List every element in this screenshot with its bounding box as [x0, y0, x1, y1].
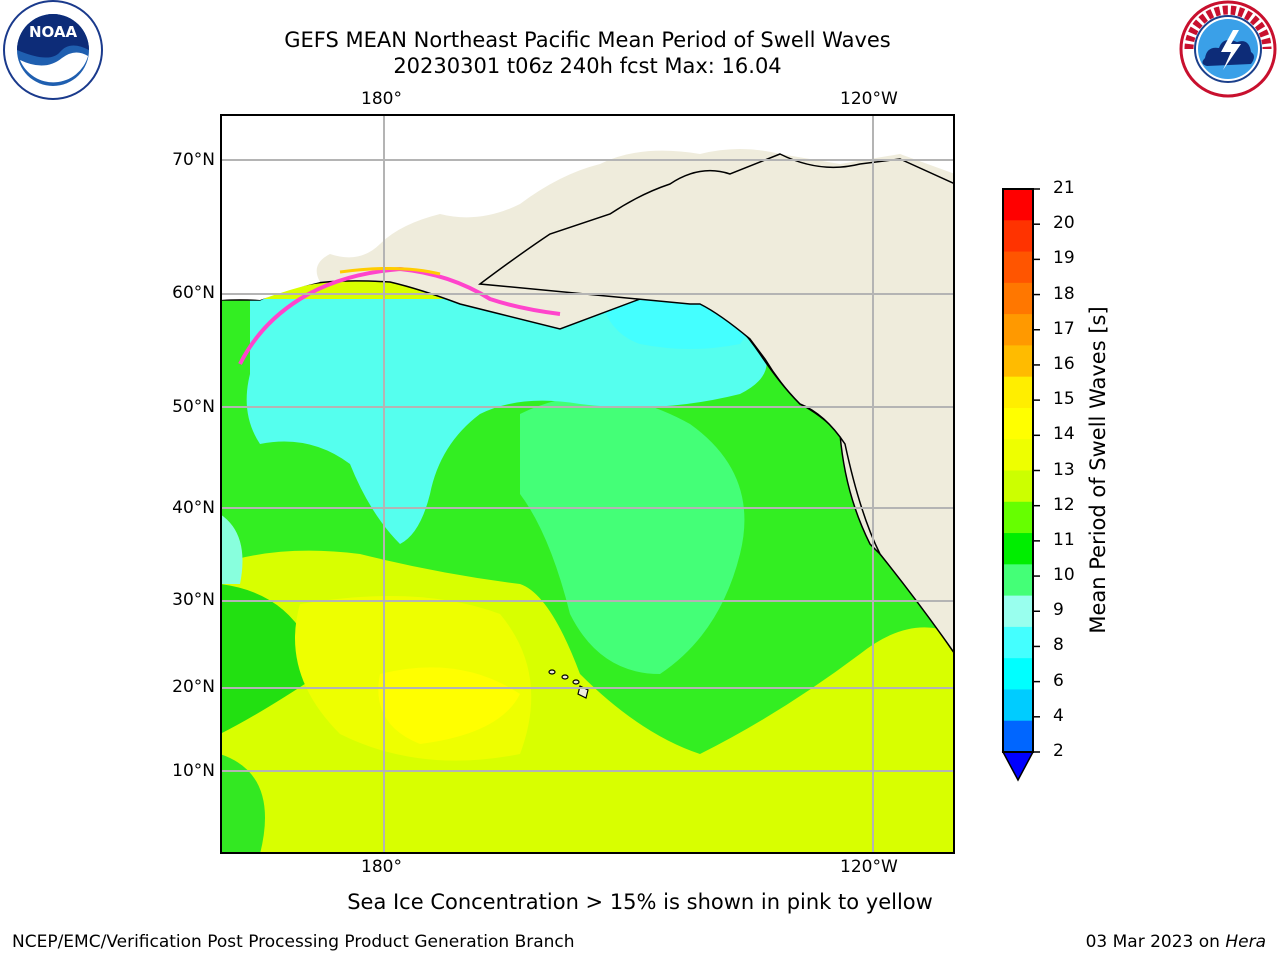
colorbar	[1001, 188, 1040, 782]
lon-label-bottom-120w: 120°W	[840, 857, 898, 877]
colorbar-tick-label: 4	[1053, 705, 1064, 726]
colorbar-swatch	[1003, 689, 1033, 722]
lon-label-top-180: 180°	[361, 89, 402, 109]
lightgreen-swell-zone	[520, 396, 745, 674]
colorbar-swatch	[1003, 658, 1033, 690]
colorbar-tick-label: 11	[1053, 529, 1075, 550]
colorbar-swatch	[1003, 220, 1033, 253]
colorbar-tick-label: 14	[1053, 424, 1075, 445]
footer-credit: NCEP/EMC/Verification Post Processing Pr…	[12, 932, 575, 952]
map-subtitle: 20230301 t06z 240h fcst Max: 16.04	[393, 54, 782, 78]
footer-date: 03 Mar 2023 on Hera	[1086, 932, 1266, 952]
footer-machine: Hera	[1225, 932, 1266, 952]
map-frame	[220, 114, 955, 854]
footer-date-text: 03 Mar 2023 on	[1085, 932, 1226, 952]
cyan-swell-zone	[246, 299, 767, 544]
lat-label-40n: 40°N	[172, 498, 215, 518]
nws-logo	[1179, 0, 1277, 98]
noaa-logo: NOAA	[3, 0, 103, 100]
noaa-logo-text: NOAA	[29, 23, 78, 41]
colorbar-tick-label: 16	[1053, 353, 1075, 374]
lat-label-70n: 70°N	[172, 150, 215, 170]
colorbar-tick-label: 12	[1053, 494, 1075, 515]
lat-label-30n: 30°N	[172, 590, 215, 610]
sea-ice-note: Sea Ice Concentration > 15% is shown in …	[347, 890, 933, 914]
colorbar-tick-label: 10	[1053, 565, 1075, 586]
colorbar-tick-label: 8	[1053, 635, 1064, 656]
graticule	[220, 114, 955, 854]
lon-label-bottom-180: 180°	[361, 857, 402, 877]
map-title: GEFS MEAN Northeast Pacific Mean Period …	[284, 28, 891, 52]
colorbar-tick-label: 15	[1053, 389, 1075, 410]
colorbar-tick-label: 9	[1053, 600, 1064, 621]
colorbar-tick-label: 21	[1053, 178, 1075, 198]
colorbar-swatch	[1003, 251, 1033, 284]
colorbar-tick-label: 6	[1053, 670, 1064, 691]
colorbar-tick-label: 17	[1053, 318, 1075, 339]
colorbar-swatch	[1003, 720, 1033, 753]
colorbar-swatch	[1003, 282, 1033, 315]
colorbar-swatch	[1003, 626, 1033, 659]
colorbar-tick-label: 19	[1053, 248, 1075, 269]
lon-label-top-120w: 120°W	[840, 89, 898, 109]
colorbar-swatch	[1003, 376, 1033, 409]
colorbar-tick-label: 13	[1053, 459, 1075, 480]
colorbar-label: Mean Period of Swell Waves [s]	[1086, 306, 1110, 634]
swell-period-map	[220, 114, 955, 854]
colorbar-swatch	[1003, 595, 1033, 628]
colorbar-swatch	[1003, 439, 1033, 471]
colorbar-swatch	[1003, 470, 1033, 503]
colorbar-swatch	[1003, 407, 1033, 440]
colorbar-swatch	[1003, 564, 1033, 597]
colorbar-swatch	[1003, 501, 1033, 534]
lat-label-50n: 50°N	[172, 397, 215, 417]
colorbar-swatch	[1003, 314, 1033, 346]
colorbar-tick-label: 18	[1053, 283, 1075, 304]
colorbar-swatch	[1003, 345, 1033, 378]
colorbar-tick-label: 2	[1053, 741, 1064, 761]
lat-label-20n: 20°N	[172, 677, 215, 697]
lat-label-10n: 10°N	[172, 761, 215, 781]
colorbar-swatch	[1003, 533, 1033, 565]
colorbar-tick-label: 20	[1053, 213, 1075, 234]
colorbar-swatch	[1003, 189, 1033, 221]
colorbar-underflow-triangle	[1001, 751, 1035, 782]
lat-label-60n: 60°N	[172, 283, 215, 303]
